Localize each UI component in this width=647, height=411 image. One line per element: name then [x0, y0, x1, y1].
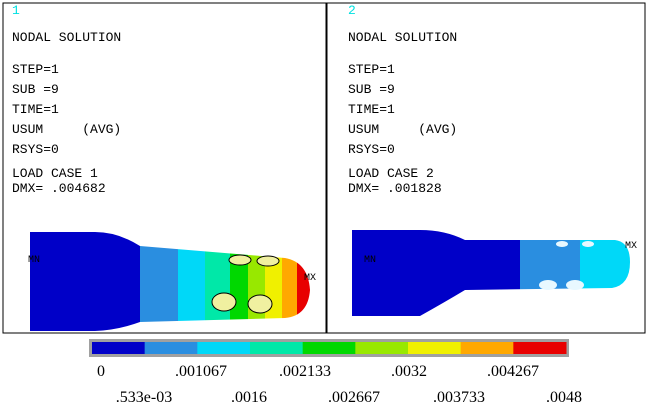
- legend-swatch: [461, 342, 514, 354]
- info-line: USUM (AVG): [348, 122, 457, 137]
- info-line: RSYS=0: [12, 142, 59, 157]
- legend-label: .001067: [175, 363, 227, 380]
- legend-label: 0: [97, 363, 105, 380]
- info-line: SUB =9: [12, 82, 59, 97]
- legend-label: .0016: [231, 389, 267, 406]
- panel-number: 2: [348, 3, 356, 18]
- info-line: STEP=1: [348, 62, 395, 77]
- panel-title: NODAL SOLUTION: [12, 30, 121, 45]
- info-line: TIME=1: [348, 102, 395, 117]
- load-case: LOAD CASE 1: [12, 166, 98, 181]
- screen: 1 NODAL SOLUTION STEP=1 SUB =9 TIME=1 USUM (A…: [0, 0, 647, 411]
- legend-swatch: [408, 342, 461, 354]
- legend-swatch: [250, 342, 303, 354]
- legend-label: .002667: [328, 389, 380, 406]
- legend-label: .0048: [546, 389, 582, 406]
- max-label: MX: [304, 273, 316, 284]
- dmx: DMX= .001828: [348, 181, 442, 196]
- dmx: DMX= .004682: [12, 181, 106, 196]
- legend-label: .003733: [433, 389, 485, 406]
- legend-label: .0032: [391, 363, 427, 380]
- legend-swatch: [513, 342, 566, 354]
- info-line: USUM (AVG): [12, 122, 121, 137]
- info-line: RSYS=0: [348, 142, 395, 157]
- legend-label: .533e-03: [116, 389, 172, 406]
- load-case: LOAD CASE 2: [348, 166, 434, 181]
- legend-swatch: [92, 342, 145, 354]
- min-label: MN: [28, 255, 40, 266]
- info-line: SUB =9: [348, 82, 395, 97]
- legend-label: .004267: [487, 363, 539, 380]
- panel-number: 1: [12, 3, 20, 18]
- panel-title: NODAL SOLUTION: [348, 30, 457, 45]
- max-label: MX: [625, 241, 637, 252]
- legend-swatch: [355, 342, 408, 354]
- legend-swatch: [197, 342, 250, 354]
- min-label: MN: [364, 255, 376, 266]
- legend-label: .002133: [279, 363, 331, 380]
- legend-swatch: [145, 342, 198, 354]
- info-line: STEP=1: [12, 62, 59, 77]
- info-line: TIME=1: [12, 102, 59, 117]
- legend-swatch: [303, 342, 356, 354]
